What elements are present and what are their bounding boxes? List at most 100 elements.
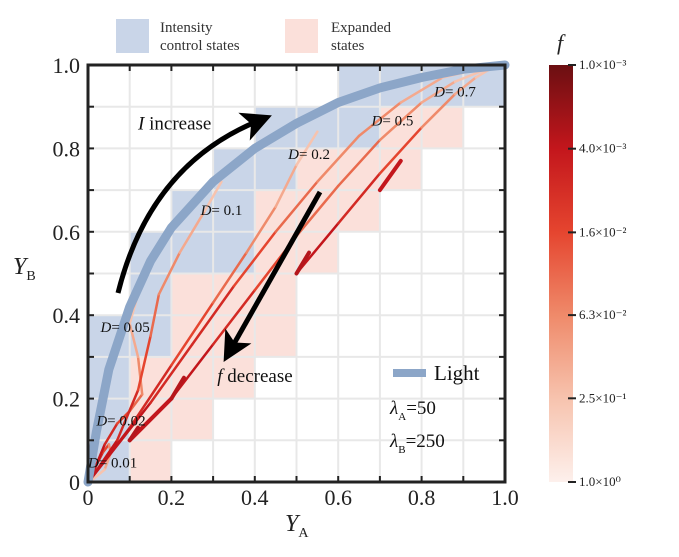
curve-segment-d-0-05 (203, 180, 223, 213)
curve-segment-d-0-1 (211, 251, 248, 304)
curve-segment-d-0-05 (115, 389, 140, 442)
curve-segment-d-0-7 (453, 76, 478, 96)
legend-label-expanded-1: Expanded (331, 20, 391, 36)
colorbar-tick-label: 1.0×10⁻³ (579, 57, 626, 72)
curve-segment-d-0-5 (378, 101, 423, 142)
curve-segment-d-0-2 (274, 180, 319, 234)
colorbar: f 1.0×10⁻³ 4.0×10⁻³ 1.6×10⁻² 6.3×10⁻² 2.5×10… (549, 30, 626, 489)
curve-segment-d-0-1 (274, 163, 298, 209)
curve-segment-d-0-2 (88, 401, 152, 482)
curve-segment-d-0-7 (336, 172, 382, 225)
x-tick-label: 0 (83, 485, 94, 510)
curve-segment-d-0-2 (399, 76, 444, 104)
annotation: f decrease (217, 366, 292, 387)
curve-segment-d-0-1 (245, 205, 277, 254)
d-label: D= 0.7 (433, 84, 476, 100)
curve-segment-d-0-1 (295, 130, 319, 167)
colorbar-tick-label: 4.0×10⁻³ (579, 141, 626, 156)
annotations: I increase f decrease (137, 114, 293, 387)
curve-segment-d-0-2 (357, 101, 402, 138)
expanded-cell (171, 273, 214, 316)
x-tick-label: 1.0 (491, 485, 519, 510)
legend: Intensity control states Expanded states (116, 19, 391, 54)
light-curve (83, 60, 510, 487)
axis-ticks: 0 0.2 0.4 0.6 0.8 1.0 0 0.2 0.4 0.6 0.8 1.0 (53, 53, 519, 510)
d-label: D= 0.2 (287, 147, 330, 163)
y-tick-label: 0.6 (53, 220, 81, 245)
lambda-b: λB=250 (389, 431, 445, 456)
colorbar-tick-label: 6.3×10⁻² (579, 307, 626, 322)
d-labels: D= 0.01 D= 0.02 D= 0.05 D= 0.1 D= 0.2 D= 0.5 D… (87, 84, 476, 471)
curve-start-segment (127, 425, 141, 443)
decrease-arrow (223, 190, 323, 363)
x-tick-label: 0.6 (324, 485, 352, 510)
light-curve-line (83, 60, 510, 487)
expanded-cell (338, 190, 380, 232)
annotation: I increase (137, 114, 211, 135)
legend-swatch-expanded (285, 19, 318, 53)
lambda-a: λA=50 (389, 398, 436, 423)
y-tick-label: 0.2 (53, 387, 81, 412)
curve-segment-d-0-02 (136, 355, 144, 396)
intensity-control-cell (254, 148, 297, 191)
legend-label-intensity-1: Intensity (160, 20, 213, 36)
d-label: D= 0.5 (371, 113, 414, 129)
increase-arrow (115, 112, 272, 294)
expanded-cell (213, 356, 255, 399)
expanded-cell (171, 398, 214, 441)
curve-segment-segment-b (377, 158, 403, 193)
curve-start-segment (169, 375, 186, 401)
expanded-cell (421, 106, 464, 149)
curve-segment-d-0-5 (420, 80, 457, 104)
curve-segment-d-0-01 (101, 443, 111, 455)
legend-label-expanded-2: states (331, 38, 364, 54)
y-tick-label: 0 (69, 470, 80, 495)
y-tick-label: 1.0 (53, 53, 81, 78)
curve-segment-d-0-7 (420, 92, 457, 129)
y-tick-label: 0.8 (53, 136, 81, 161)
curve-segment-d-0-5 (336, 138, 382, 188)
x-tick-label: 0.8 (408, 485, 436, 510)
colorbar-tick-label: 1.6×10⁻² (579, 224, 626, 239)
curve-segment-d-0-2 (191, 284, 236, 346)
curve-segment-d-0-2 (316, 134, 361, 184)
curve-segment-d-0-01 (90, 468, 106, 482)
curve-segment-d-0-2 (149, 343, 194, 405)
curve-segment-d-0-05 (157, 251, 181, 296)
x-axis-label: YA (285, 511, 309, 541)
expanded-cell (254, 315, 297, 357)
colorbar-gradient (549, 65, 573, 482)
curve-segment-d-0-05 (149, 293, 161, 338)
x-tick-label: 0.2 (158, 485, 186, 510)
legend-swatch-intensity (116, 19, 149, 53)
curve-segment-d-0-05 (136, 334, 152, 392)
curve-segment-d-0-7 (378, 126, 423, 175)
curve-segment-d-0-02 (128, 322, 140, 359)
legend-label-intensity-2: control states (160, 38, 240, 54)
curve-segment-d-0-1 (170, 301, 215, 367)
light-legend-label: Light (434, 361, 480, 385)
x-tick-label: 0.4 (241, 485, 269, 510)
y-tick-label: 0.4 (53, 303, 81, 328)
d-label: D= 0.01 (87, 455, 137, 471)
expanded-cell (338, 148, 380, 191)
curve-segment-d-0-05 (178, 209, 207, 254)
intensity-control-cell (171, 231, 214, 274)
expanded-cell (254, 190, 297, 232)
expanded-cell (129, 440, 172, 482)
light-legend: Light λA=50 λB=250 (389, 361, 480, 456)
d-label: D= 0.02 (95, 414, 145, 430)
colorbar-tick-label: 2.5×10⁻¹ (579, 390, 626, 405)
curve-segment-d-0-02 (103, 422, 119, 446)
y-axis-label: YB (13, 254, 36, 284)
curve-segment-d-0-5 (211, 288, 257, 346)
curve-start-segment (294, 250, 312, 276)
intensity-control-cell (338, 106, 380, 149)
colorbar-title: f (557, 30, 566, 55)
d-label: D= 0.1 (200, 203, 243, 219)
curve-segment-d-0-5 (295, 184, 340, 238)
d-label: D= 0.05 (100, 320, 150, 336)
colorbar-tick-label: 1.0×10⁰ (579, 474, 621, 489)
intensity-control-cell (213, 190, 255, 232)
